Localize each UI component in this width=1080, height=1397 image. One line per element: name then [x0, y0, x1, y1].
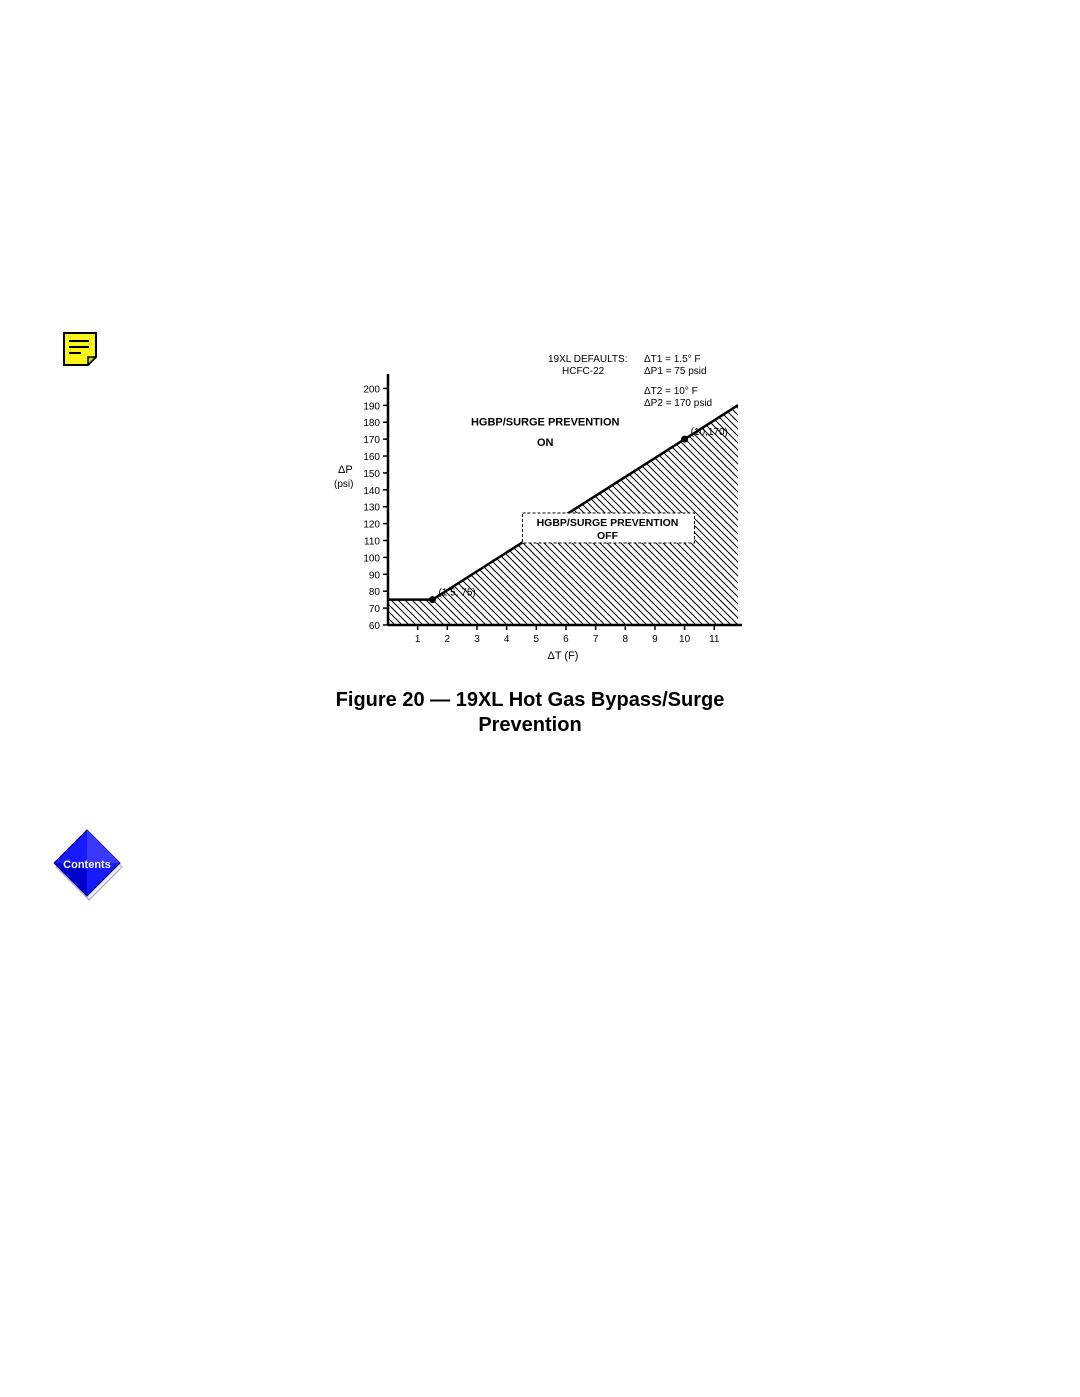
svg-text:ΔT (F): ΔT (F)	[548, 650, 579, 662]
figure-caption: Figure 20 — 19XL Hot Gas Bypass/Surge Pr…	[310, 688, 750, 738]
svg-text:3: 3	[474, 634, 480, 645]
svg-text:5: 5	[534, 634, 540, 645]
svg-text:(1.5, 75): (1.5, 75)	[438, 588, 475, 599]
svg-text:80: 80	[369, 587, 381, 598]
svg-text:140: 140	[363, 486, 380, 497]
svg-text:7: 7	[593, 634, 599, 645]
svg-text:ON: ON	[537, 437, 554, 449]
svg-text:150: 150	[363, 469, 380, 480]
svg-text:ΔP1 = 75 psid: ΔP1 = 75 psid	[644, 366, 707, 377]
svg-text:160: 160	[363, 452, 380, 463]
svg-text:HCFC-22: HCFC-22	[562, 366, 605, 377]
svg-text:110: 110	[364, 537, 380, 548]
svg-text:ΔP: ΔP	[338, 464, 353, 476]
svg-text:(psi): (psi)	[334, 479, 353, 490]
svg-text:170: 170	[363, 435, 380, 446]
svg-text:6: 6	[563, 634, 569, 645]
svg-text:2: 2	[445, 634, 451, 645]
svg-text:(10,170): (10,170)	[691, 427, 728, 438]
svg-text:70: 70	[369, 604, 381, 615]
contents-icon[interactable]: Contents	[48, 828, 126, 906]
note-icon[interactable]	[63, 332, 97, 366]
svg-text:8: 8	[623, 634, 629, 645]
surge-prevention-chart: 6070809010011012013014015016017018019020…	[318, 350, 748, 670]
svg-text:1: 1	[415, 634, 421, 645]
svg-text:60: 60	[369, 621, 381, 632]
svg-text:4: 4	[504, 634, 510, 645]
svg-text:9: 9	[652, 634, 658, 645]
svg-text:190: 190	[363, 401, 380, 412]
svg-text:100: 100	[363, 553, 380, 564]
svg-text:ΔP2 = 170 psid: ΔP2 = 170 psid	[644, 398, 712, 409]
svg-text:200: 200	[363, 384, 380, 395]
svg-text:90: 90	[369, 570, 381, 581]
svg-text:11: 11	[709, 634, 720, 645]
svg-text:120: 120	[363, 520, 380, 531]
svg-text:10: 10	[679, 634, 691, 645]
svg-text:130: 130	[363, 503, 380, 514]
svg-text:ΔT1 = 1.5° F: ΔT1 = 1.5° F	[644, 354, 701, 365]
svg-text:OFF: OFF	[597, 530, 619, 542]
svg-text:19XL DEFAULTS:: 19XL DEFAULTS:	[548, 354, 627, 365]
svg-text:ΔT2 = 10° F: ΔT2 = 10° F	[644, 386, 698, 397]
svg-text:HGBP/SURGE PREVENTION: HGBP/SURGE PREVENTION	[471, 417, 620, 429]
svg-text:HGBP/SURGE PREVENTION: HGBP/SURGE PREVENTION	[537, 517, 679, 529]
contents-label: Contents	[63, 859, 111, 871]
svg-text:180: 180	[363, 418, 380, 429]
